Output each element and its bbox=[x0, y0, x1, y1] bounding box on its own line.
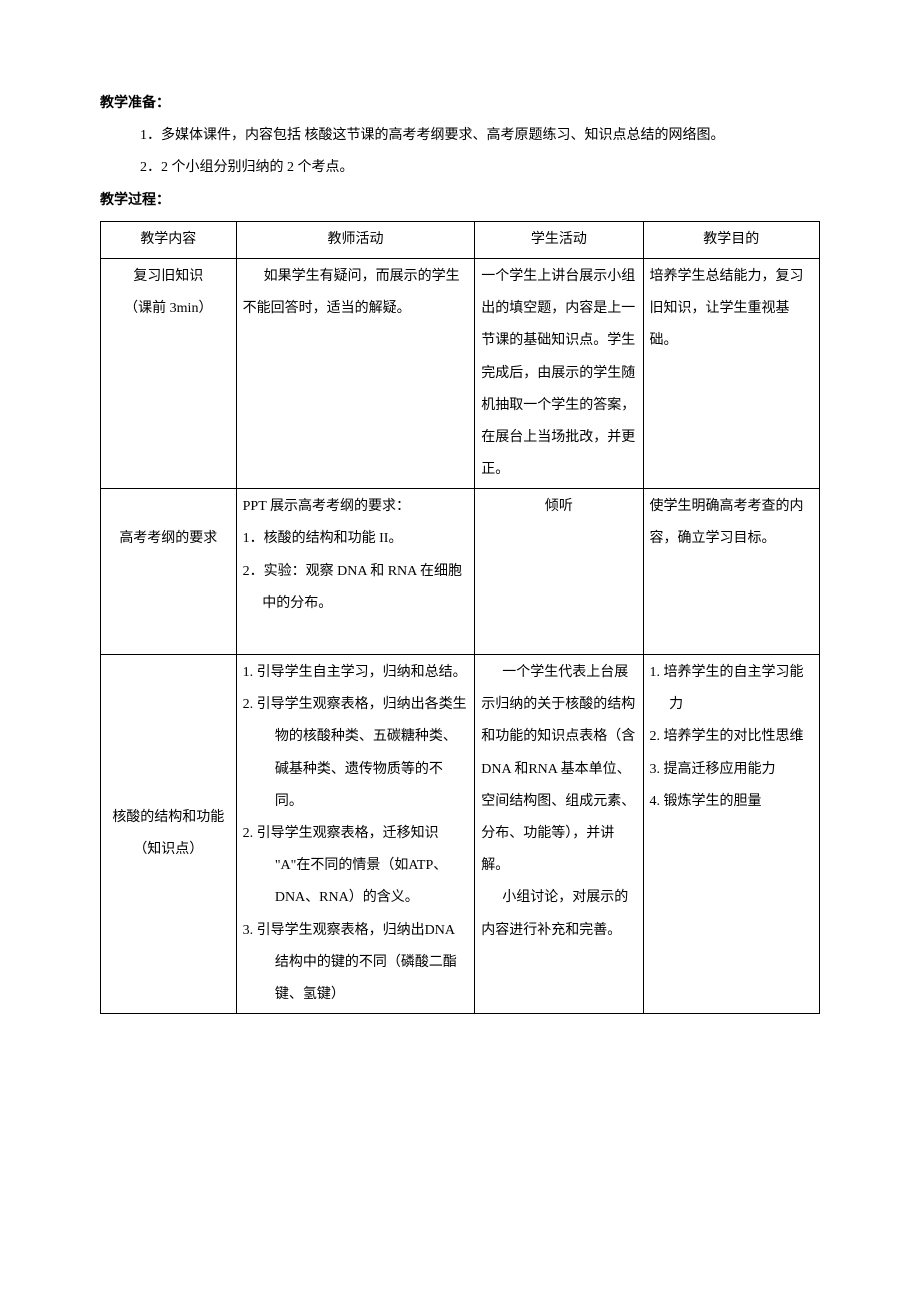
cell-r1c1: 复习旧知识 （课前 3min） bbox=[101, 258, 237, 488]
cell-r2c2: PPT 展示高考考纲的要求： 1．核酸的结构和功能 II。 2．实验：观察 DN… bbox=[236, 489, 475, 655]
table-header-row: 教学内容 教师活动 学生活动 教学目的 bbox=[101, 221, 820, 258]
process-heading: 教学过程： bbox=[100, 185, 820, 217]
teaching-process-table: 教学内容 教师活动 学生活动 教学目的 复习旧知识 （课前 3min） 如果学生… bbox=[100, 221, 820, 1014]
cell-r2c4: 使学生明确高考考查的内容，确立学习目标。 bbox=[643, 489, 819, 655]
header-col2: 教师活动 bbox=[236, 221, 475, 258]
r3c2-item4: 3. 引导学生观察表格，归纳出DNA 结构中的键的不同（磷酸二酯键、氢键） bbox=[243, 915, 469, 1012]
header-col1: 教学内容 bbox=[101, 221, 237, 258]
table-row: 复习旧知识 （课前 3min） 如果学生有疑问，而展示的学生不能回答时，适当的解… bbox=[101, 258, 820, 488]
cell-r1c2: 如果学生有疑问，而展示的学生不能回答时，适当的解疑。 bbox=[236, 258, 475, 488]
r2c2-line1: PPT 展示高考考纲的要求： bbox=[243, 491, 469, 523]
r3c4-line3: 3. 提高迁移应用能力 bbox=[650, 754, 813, 786]
r3c4-line2: 2. 培养学生的对比性思维 bbox=[650, 721, 813, 753]
cell-r3c4: 1. 培养学生的自主学习能力 2. 培养学生的对比性思维 3. 提高迁移应用能力… bbox=[643, 655, 819, 1014]
r3c1-line2: （知识点） bbox=[107, 834, 230, 866]
header-col4: 教学目的 bbox=[643, 221, 819, 258]
r2c2-line2: 1．核酸的结构和功能 II。 bbox=[243, 523, 469, 555]
r2c3-text: 倾听 bbox=[481, 491, 636, 523]
document-page: 教学准备： 1．多媒体课件，内容包括 核酸这节课的高考考纲要求、高考原题练习、知… bbox=[0, 0, 920, 1302]
r3c3-p1: 一个学生代表上台展示归纳的关于核酸的结构和功能的知识点表格（含 DNA 和RNA… bbox=[481, 657, 636, 882]
r3c3-p2: 小组讨论，对展示的内容进行补充和完善。 bbox=[481, 882, 636, 946]
r2c1-text: 高考考纲的要求 bbox=[107, 523, 230, 555]
cell-r3c1: 核酸的结构和功能 （知识点） bbox=[101, 655, 237, 1014]
prep-item-2: 2．2 个小组分别归纳的 2 个考点。 bbox=[100, 152, 820, 184]
cell-r2c3: 倾听 bbox=[475, 489, 643, 655]
r3c1-line1: 核酸的结构和功能 bbox=[107, 802, 230, 834]
cell-r3c2: 1. 引导学生自主学习，归纳和总结。 2. 引导学生观察表格，归纳出各类生物的核… bbox=[236, 655, 475, 1014]
r3c4-line1: 1. 培养学生的自主学习能力 bbox=[650, 657, 813, 721]
r1c1-line1: 复习旧知识 bbox=[107, 261, 230, 293]
r3c2-item3: 2. 引导学生观察表格，迁移知识 "A"在不同的情景（如ATP、DNA、RNA）… bbox=[243, 818, 469, 915]
cell-r1c3: 一个学生上讲台展示小组出的填空题，内容是上一节课的基础知识点。学生完成后，由展示… bbox=[475, 258, 643, 488]
prep-item-1: 1．多媒体课件，内容包括 核酸这节课的高考考纲要求、高考原题练习、知识点总结的网… bbox=[100, 120, 820, 152]
table-row: 高考考纲的要求 PPT 展示高考考纲的要求： 1．核酸的结构和功能 II。 2．… bbox=[101, 489, 820, 655]
header-col3: 学生活动 bbox=[475, 221, 643, 258]
cell-r2c1: 高考考纲的要求 bbox=[101, 489, 237, 655]
r1c2-text: 如果学生有疑问，而展示的学生不能回答时，适当的解疑。 bbox=[243, 261, 469, 325]
prep-heading: 教学准备： bbox=[100, 88, 820, 120]
cell-r3c3: 一个学生代表上台展示归纳的关于核酸的结构和功能的知识点表格（含 DNA 和RNA… bbox=[475, 655, 643, 1014]
cell-r1c4: 培养学生总结能力，复习旧知识，让学生重视基础。 bbox=[643, 258, 819, 488]
r3c2-item1: 1. 引导学生自主学习，归纳和总结。 bbox=[243, 657, 469, 689]
r3c4-line4: 4. 锻炼学生的胆量 bbox=[650, 786, 813, 818]
table-row: 核酸的结构和功能 （知识点） 1. 引导学生自主学习，归纳和总结。 2. 引导学… bbox=[101, 655, 820, 1014]
r2c2-line3: 2．实验：观察 DNA 和 RNA 在细胞中的分布。 bbox=[243, 556, 469, 620]
r1c1-line2: （课前 3min） bbox=[107, 293, 230, 325]
r3c2-item2: 2. 引导学生观察表格，归纳出各类生物的核酸种类、五碳糖种类、碱基种类、遗传物质… bbox=[243, 689, 469, 818]
